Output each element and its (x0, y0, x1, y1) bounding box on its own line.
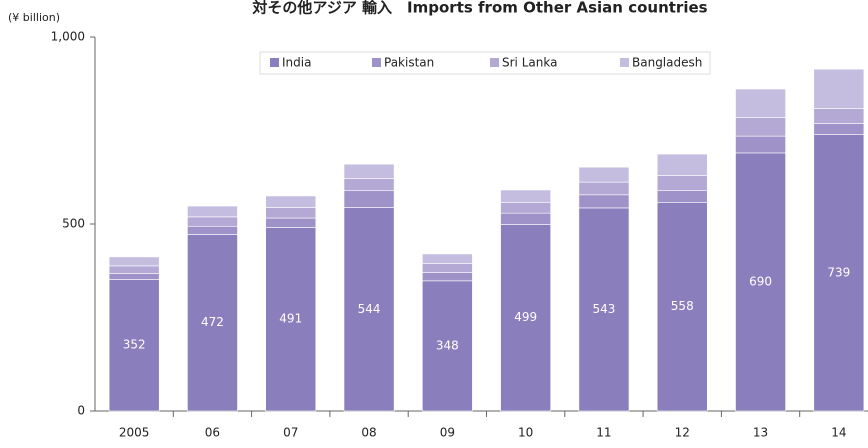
y-axis-label: (¥ billion) (8, 11, 60, 24)
bar-segment (108, 256, 160, 267)
bar-segment (813, 108, 865, 124)
data-label: 472 (201, 315, 224, 329)
bar-segment (421, 263, 473, 273)
y-tick-label: 0 (77, 404, 85, 418)
data-label: 499 (514, 310, 537, 324)
legend-swatch (490, 58, 499, 67)
bar-segment (735, 135, 786, 154)
bar-segment (735, 152, 786, 412)
bar-segment (265, 195, 317, 208)
bar-segment (187, 225, 238, 235)
bar-segment (187, 234, 238, 412)
data-label: 543 (592, 302, 615, 316)
bar-segment (265, 217, 317, 228)
data-label: 491 (279, 312, 302, 326)
bar-segment (108, 265, 160, 274)
data-label: 352 (123, 338, 146, 352)
x-tick-label: 10 (518, 426, 533, 440)
bar-segment (500, 212, 552, 225)
bar-segment (187, 216, 238, 227)
bar-segment (265, 207, 317, 219)
bar-segment (813, 123, 865, 135)
legend-label: Bangladesh (632, 56, 702, 70)
legend-swatch (372, 58, 381, 67)
bar-segment (656, 153, 708, 176)
legend-swatch (620, 58, 629, 67)
bar-segment (578, 194, 630, 209)
x-tick-label: 2005 (119, 426, 150, 440)
bar-segment (421, 280, 473, 412)
legend-label: Pakistan (384, 56, 434, 70)
bar-segment (813, 134, 865, 412)
bar-segment (343, 163, 395, 179)
x-tick-label: 14 (831, 426, 846, 440)
y-tick-label: 1,000 (51, 30, 85, 44)
bar-segment (500, 202, 552, 214)
bar-segment (578, 166, 630, 183)
chart-title: 対その他アジア 輸入 Imports from Other Asian coun… (251, 0, 707, 17)
x-tick-label: 13 (753, 426, 768, 440)
bar-segment (421, 272, 473, 282)
legend-label: India (282, 56, 311, 70)
legend-swatch (270, 58, 279, 67)
bar-segment (735, 88, 786, 118)
bar-segment (813, 68, 865, 109)
bar-segment (108, 273, 160, 280)
data-label: 690 (749, 274, 772, 288)
x-tick-label: 08 (361, 426, 376, 440)
bar-segment (656, 175, 708, 191)
x-tick-label: 12 (675, 426, 690, 440)
x-tick-label: 06 (205, 426, 220, 440)
data-label: 348 (436, 338, 459, 352)
x-tick-label: 11 (596, 426, 611, 440)
bar-segment (656, 190, 708, 203)
bar-segment (421, 253, 473, 264)
bar-segment (265, 227, 317, 412)
bar-segment (735, 117, 786, 137)
bar-segment (500, 189, 552, 203)
bar-segment (343, 178, 395, 192)
bar-segment (578, 181, 630, 196)
bar-segment (343, 190, 395, 208)
bar-segment (656, 202, 708, 412)
bar-segment (108, 279, 160, 412)
legend-box (259, 51, 711, 75)
legend-label: Sri Lanka (502, 56, 557, 70)
y-tick-label: 500 (62, 217, 85, 231)
bar-segment (500, 224, 552, 412)
data-label: 558 (671, 299, 694, 313)
x-tick-label: 07 (283, 426, 298, 440)
data-label: 739 (827, 265, 850, 279)
data-label: 544 (358, 302, 381, 316)
x-tick-label: 09 (440, 426, 455, 440)
bar-segment (187, 205, 238, 218)
